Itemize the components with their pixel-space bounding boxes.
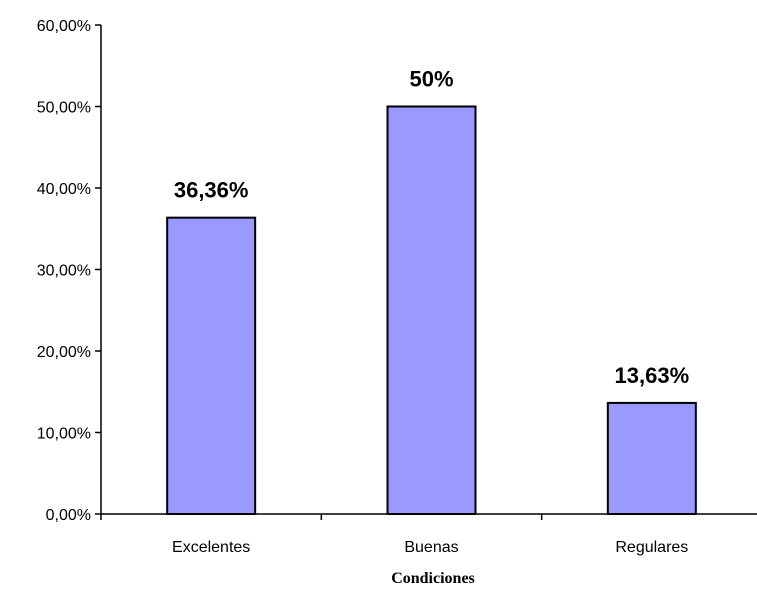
y-tick-label: 0,00%	[46, 507, 91, 524]
y-tick-label: 40,00%	[37, 181, 91, 198]
axes-group	[95, 24, 757, 520]
y-tick-label: 20,00%	[37, 344, 91, 361]
data-label-excelentes: 36,36%	[174, 178, 249, 203]
bars-group	[166, 105, 697, 516]
y-tick-label: 10,00%	[37, 426, 91, 443]
bar-regulares	[606, 401, 697, 515]
y-tick-label: 50,00%	[37, 100, 91, 117]
bar-excelentes	[166, 216, 257, 516]
data-label-buenas: 50%	[409, 67, 453, 92]
x-tick-label-buenas: Buenas	[404, 539, 458, 556]
y-tick-label: 60,00%	[37, 18, 91, 35]
x-axis-title: Condiciones	[391, 570, 475, 587]
data-label-regulares: 13,63%	[615, 363, 690, 388]
x-tick-label-regulares: Regulares	[615, 539, 688, 556]
labels-group: 36,36% Excelentes 50% Buenas 13,63% Regulares…	[37, 18, 689, 556]
bar-buenas	[386, 105, 477, 515]
y-tick-label: 30,00%	[37, 263, 91, 280]
x-tick-label-excelentes: Excelentes	[172, 539, 250, 556]
